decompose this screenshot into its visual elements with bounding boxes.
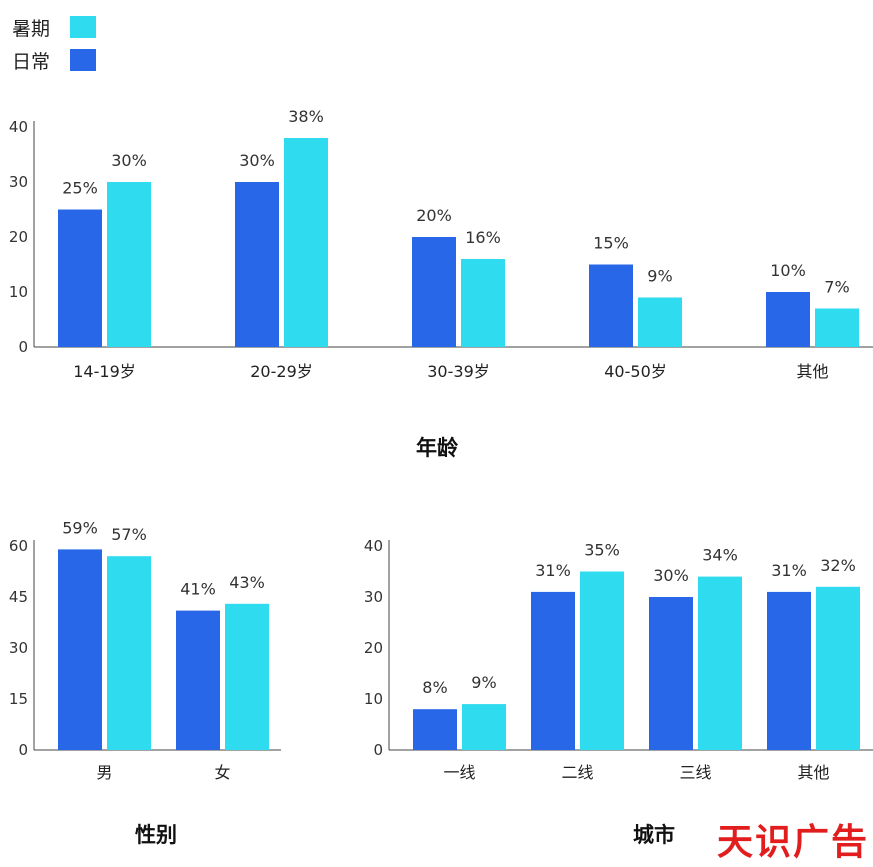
- legend-item-summer: 暑期: [12, 14, 96, 40]
- category-label: 男: [96, 763, 112, 782]
- bar-日常-20-29岁: [235, 182, 279, 347]
- legend-swatch-daily: [70, 49, 96, 71]
- bar-日常-40-50岁: [589, 264, 633, 347]
- category-label: 其他: [797, 763, 829, 782]
- chart-title: 城市: [633, 823, 675, 847]
- bar-暑期-其他: [816, 586, 860, 750]
- y-tick-label: 0: [18, 741, 28, 759]
- category-label: 14-19岁: [73, 362, 136, 381]
- data-label: 31%: [771, 561, 807, 580]
- data-label: 8%: [422, 678, 447, 697]
- data-label: 15%: [593, 234, 629, 253]
- data-label: 43%: [229, 573, 265, 592]
- data-label: 32%: [820, 556, 856, 575]
- category-label: 三线: [679, 763, 711, 782]
- bar-暑期-二线: [580, 571, 624, 750]
- data-label: 34%: [702, 546, 738, 565]
- bar-暑期-14-19岁: [107, 182, 151, 347]
- bar-日常-二线: [531, 591, 575, 750]
- chart-1: 0 15 30 45 60 59% 57% 男 41% 43% 女性别: [9, 518, 281, 847]
- category-label: 40-50岁: [604, 362, 667, 381]
- legend-item-daily: 日常: [12, 47, 96, 73]
- category-label: 20-29岁: [250, 362, 313, 381]
- y-tick-label: 10: [9, 283, 28, 301]
- y-tick-label: 40: [364, 537, 383, 555]
- data-label: 35%: [584, 541, 620, 560]
- chart-0: 0 10 20 30 40 25% 30% 14-19岁 30% 38% 20-29岁 20% 16% 3…: [9, 107, 873, 460]
- data-label: 57%: [111, 525, 147, 544]
- bar-暑期-40-50岁: [638, 297, 682, 347]
- data-label: 16%: [465, 228, 501, 247]
- data-label: 41%: [180, 580, 216, 599]
- chart-2: 0 10 20 30 40 8% 9% 一线 31% 35% 二线 30% 34% 三线 31% 32% 其他城…: [364, 537, 873, 847]
- y-tick-label: 45: [9, 588, 28, 606]
- bar-暑期-三线: [698, 576, 742, 750]
- bar-暑期-女: [225, 603, 269, 750]
- watermark-logo: 天识广告: [716, 822, 869, 863]
- y-tick-label: 40: [9, 118, 28, 136]
- bar-暑期-20-29岁: [284, 138, 328, 347]
- chart-title: 年龄: [416, 436, 459, 460]
- y-tick-label: 0: [373, 741, 383, 759]
- bar-日常-其他: [766, 292, 810, 347]
- legend-label-summer: 暑期: [12, 17, 51, 40]
- chart-title: 性别: [135, 823, 177, 847]
- bar-日常-30-39岁: [412, 237, 456, 347]
- data-label: 30%: [111, 151, 147, 170]
- data-label: 30%: [653, 566, 689, 585]
- y-tick-label: 0: [18, 338, 28, 356]
- y-tick-label: 60: [9, 537, 28, 555]
- category-label: 女: [214, 763, 230, 782]
- legend-label-daily: 日常: [12, 50, 51, 73]
- y-tick-label: 20: [364, 639, 383, 657]
- y-tick-label: 15: [9, 690, 28, 708]
- data-label: 30%: [239, 151, 275, 170]
- bar-日常-三线: [649, 597, 693, 750]
- bar-暑期-男: [107, 556, 151, 750]
- bar-日常-一线: [413, 709, 457, 750]
- y-tick-label: 30: [9, 639, 28, 657]
- bar-日常-女: [176, 610, 220, 750]
- bar-日常-14-19岁: [58, 209, 102, 347]
- data-label: 9%: [647, 267, 672, 286]
- bar-暑期-一线: [462, 704, 506, 750]
- data-label: 7%: [824, 278, 849, 297]
- y-tick-label: 30: [364, 588, 383, 606]
- data-label: 9%: [471, 673, 496, 692]
- legend-swatch-summer: [70, 16, 96, 38]
- y-tick-label: 10: [364, 690, 383, 708]
- bar-日常-其他: [767, 591, 811, 750]
- category-label: 30-39岁: [427, 362, 490, 381]
- y-tick-label: 20: [9, 228, 28, 246]
- data-label: 31%: [535, 561, 571, 580]
- data-label: 38%: [288, 107, 324, 126]
- legend: 暑期 日常: [12, 14, 96, 80]
- category-label: 二线: [561, 763, 593, 782]
- bar-日常-男: [58, 549, 102, 750]
- data-label: 10%: [770, 261, 806, 280]
- data-label: 20%: [416, 206, 452, 225]
- category-label: 一线: [443, 763, 475, 782]
- data-label: 59%: [62, 518, 98, 537]
- bar-暑期-其他: [815, 308, 859, 347]
- category-label: 其他: [796, 362, 828, 381]
- y-tick-label: 30: [9, 173, 28, 191]
- bar-暑期-30-39岁: [461, 259, 505, 347]
- data-label: 25%: [62, 179, 98, 198]
